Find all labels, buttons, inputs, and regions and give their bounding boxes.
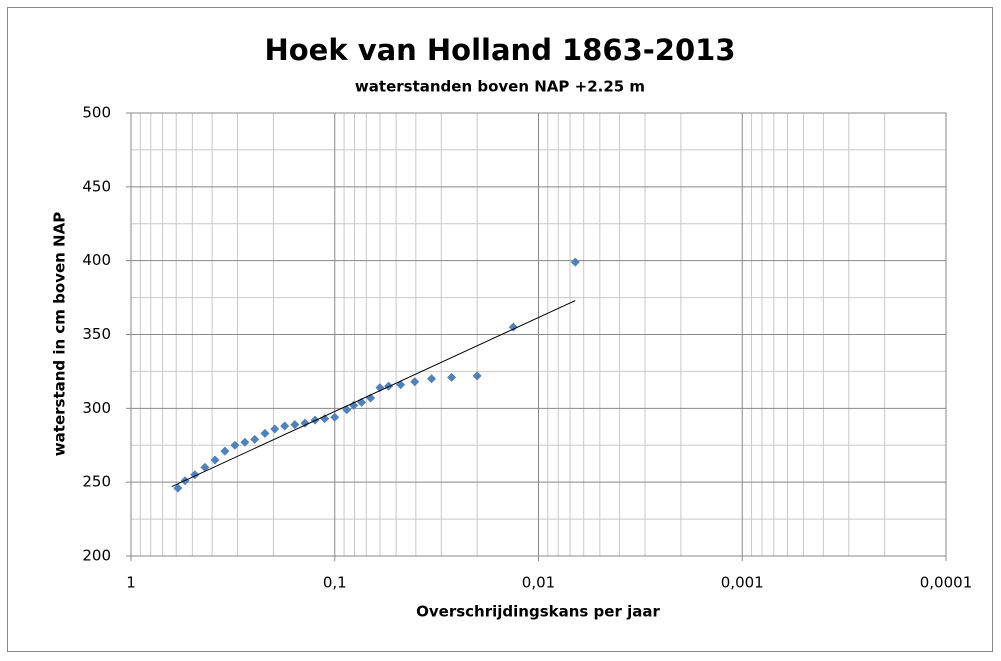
data-point xyxy=(210,455,220,465)
data-point xyxy=(173,483,183,493)
x-tick-label: 0,001 xyxy=(721,574,764,592)
data-point xyxy=(220,446,230,456)
data-point xyxy=(270,424,280,434)
data-point xyxy=(330,412,340,422)
data-point xyxy=(240,437,250,447)
data-point xyxy=(290,420,300,430)
data-point xyxy=(200,462,210,472)
data-point xyxy=(280,421,290,431)
data-point xyxy=(230,440,240,450)
y-axis-label: waterstand in cm boven NAP xyxy=(51,212,69,456)
data-point xyxy=(342,405,352,415)
chart-title: Hoek van Holland 1863-2013 xyxy=(264,33,735,67)
data-point xyxy=(508,322,518,332)
plot-border xyxy=(130,112,947,557)
data-point xyxy=(570,257,580,267)
data-point xyxy=(260,428,270,438)
y-tick-label: 200 xyxy=(82,547,111,565)
y-tick-label: 350 xyxy=(82,325,111,343)
x-tick-label: 0,0001 xyxy=(920,574,973,592)
trend-line xyxy=(171,300,576,488)
y-tick-label: 250 xyxy=(82,473,111,491)
data-point xyxy=(300,418,310,428)
chart-subtitle: waterstanden boven NAP +2.25 m xyxy=(355,78,645,96)
y-tick-label: 400 xyxy=(82,251,111,269)
y-tick-label: 450 xyxy=(82,177,111,195)
y-tick-label: 300 xyxy=(82,399,111,417)
data-point xyxy=(427,374,437,384)
data-point xyxy=(472,371,482,381)
data-point xyxy=(320,414,330,424)
x-axis-label: Overschrijdingskans per jaar xyxy=(416,603,660,621)
data-point xyxy=(250,434,260,444)
y-tick-label: 500 xyxy=(82,104,111,122)
chart-frame xyxy=(7,7,993,652)
data-point xyxy=(410,377,420,387)
data-point xyxy=(349,400,359,410)
x-tick-label: 0,1 xyxy=(323,574,347,592)
data-point xyxy=(447,372,457,382)
x-tick-label: 0,01 xyxy=(522,574,555,592)
x-tick-label: 1 xyxy=(126,574,136,592)
